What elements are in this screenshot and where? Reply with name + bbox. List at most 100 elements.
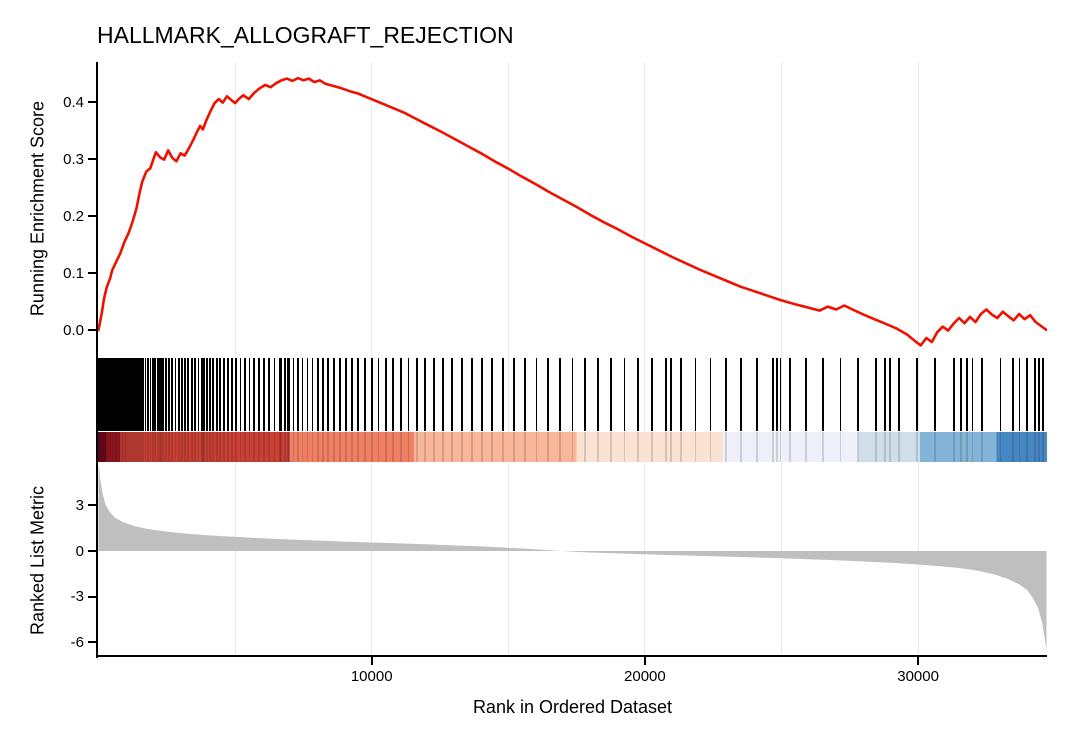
gene-hit-tick — [187, 358, 190, 431]
metric-y-tick-label: 3 — [75, 496, 84, 514]
gene-hit-tick — [480, 358, 483, 431]
gene-hit-tick — [184, 358, 186, 431]
gene-hit-tick — [501, 358, 504, 431]
band-hit-stripe — [623, 432, 626, 462]
gene-hit-tick — [258, 358, 261, 431]
band-hit-stripe — [115, 432, 117, 462]
band-hit-stripe — [772, 432, 775, 462]
band-hit-stripe — [501, 432, 504, 462]
band-hit-stripe — [788, 432, 791, 462]
band-hit-stripe — [584, 432, 586, 462]
gene-hit-tick — [779, 358, 782, 431]
band-hit-stripe — [460, 432, 463, 462]
gene-hit-tick — [884, 358, 887, 431]
band-hit-stripe — [344, 432, 347, 462]
band-hit-stripe — [424, 432, 427, 462]
band-hit-stripe — [149, 432, 152, 462]
band-hit-stripe — [637, 432, 639, 462]
gene-hit-tick — [284, 358, 287, 431]
band-hit-stripe — [202, 432, 205, 462]
gene-hit-tick — [102, 358, 105, 431]
band-hit-stripe — [934, 432, 936, 462]
band-hit-stripe — [407, 432, 410, 462]
band-hit-stripe — [839, 432, 842, 462]
band-hit-stripe — [571, 432, 574, 462]
x-tick-mark — [643, 657, 646, 665]
gene-hit-tick — [377, 358, 380, 431]
gene-hit-tick — [535, 358, 538, 431]
gene-hit-tick — [370, 358, 373, 431]
gene-hit-tick — [470, 358, 473, 431]
band-hit-stripe — [610, 432, 612, 462]
x-tick-mark — [370, 657, 373, 665]
band-hit-stripe — [209, 432, 211, 462]
band-hit-stripe — [142, 432, 145, 462]
gene-hit-tick — [201, 358, 203, 431]
band-hit-stripe — [597, 432, 599, 462]
band-hit-stripe — [215, 432, 218, 462]
gene-hit-tick — [524, 358, 526, 431]
band-hit-stripe — [884, 432, 887, 462]
band-hit-stripe — [101, 432, 104, 462]
band-hit-stripe — [451, 432, 454, 462]
band-hit-stripe — [1041, 432, 1044, 462]
band-hit-stripe — [351, 432, 353, 462]
band-hit-stripe — [117, 432, 120, 462]
band-hit-stripe — [100, 432, 103, 462]
gene-hit-tick — [140, 358, 143, 431]
band-hit-stripe — [399, 432, 402, 462]
gene-hit-tick — [125, 358, 128, 431]
res-y-tick-mark — [88, 101, 96, 103]
grid-line — [507, 62, 509, 656]
y-axis-line — [96, 62, 98, 658]
gene-hit-tick — [965, 358, 968, 431]
band-hit-stripe — [965, 432, 968, 462]
gene-hit-tick — [134, 358, 136, 431]
band-hit-stripe — [104, 432, 107, 462]
gene-hit-tick — [113, 358, 116, 431]
gene-hit-tick — [165, 358, 168, 431]
gene-hit-tick — [156, 358, 159, 431]
gene-hit-tick — [132, 358, 135, 431]
gene-hit-tick — [724, 358, 727, 431]
band-hit-stripe — [1026, 432, 1029, 462]
band-hit-stripe — [377, 432, 380, 462]
gene-hit-tick — [363, 358, 366, 431]
band-hit-stripe — [999, 432, 1002, 462]
res-y-tick-mark — [88, 329, 96, 331]
band-hit-stripe — [959, 432, 962, 462]
gene-hit-tick — [253, 358, 256, 431]
band-hit-stripe — [1011, 432, 1014, 462]
band-hit-stripe — [524, 432, 526, 462]
band-hit-stripe — [316, 432, 319, 462]
gene-hit-tick — [559, 358, 562, 431]
gene-hit-tick — [104, 358, 107, 431]
gene-hit-tick — [451, 358, 454, 431]
band-hit-stripe — [184, 432, 186, 462]
gene-hit-tick — [206, 358, 208, 431]
x-tick-label: 30000 — [897, 668, 939, 685]
band-hit-stripe — [874, 432, 877, 462]
grid-line — [234, 62, 236, 656]
gene-hit-tick — [212, 358, 215, 431]
band-hit-stripe — [279, 432, 281, 462]
band-hit-stripe — [284, 432, 287, 462]
band-hit-stripe — [897, 432, 900, 462]
gene-hit-tick — [740, 358, 743, 431]
band-hit-stripe — [327, 432, 330, 462]
band-hit-stripe — [915, 432, 918, 462]
gene-hit-tick — [147, 358, 149, 431]
gene-hit-tick — [384, 358, 387, 431]
band-hit-stripe — [679, 432, 682, 462]
gene-hit-tick — [610, 358, 612, 431]
band-hit-stripe — [159, 432, 161, 462]
gene-hit-tick — [897, 358, 900, 431]
band-hit-stripe — [1037, 432, 1040, 462]
gene-hit-tick — [1026, 358, 1029, 431]
band-hit-stripe — [470, 432, 473, 462]
band-hit-stripe — [108, 432, 111, 462]
res-y-tick-label: 0.3 — [63, 150, 84, 168]
gene-hit-tick — [934, 358, 936, 431]
band-hit-stripe — [273, 432, 276, 462]
band-hit-stripe — [231, 432, 233, 462]
